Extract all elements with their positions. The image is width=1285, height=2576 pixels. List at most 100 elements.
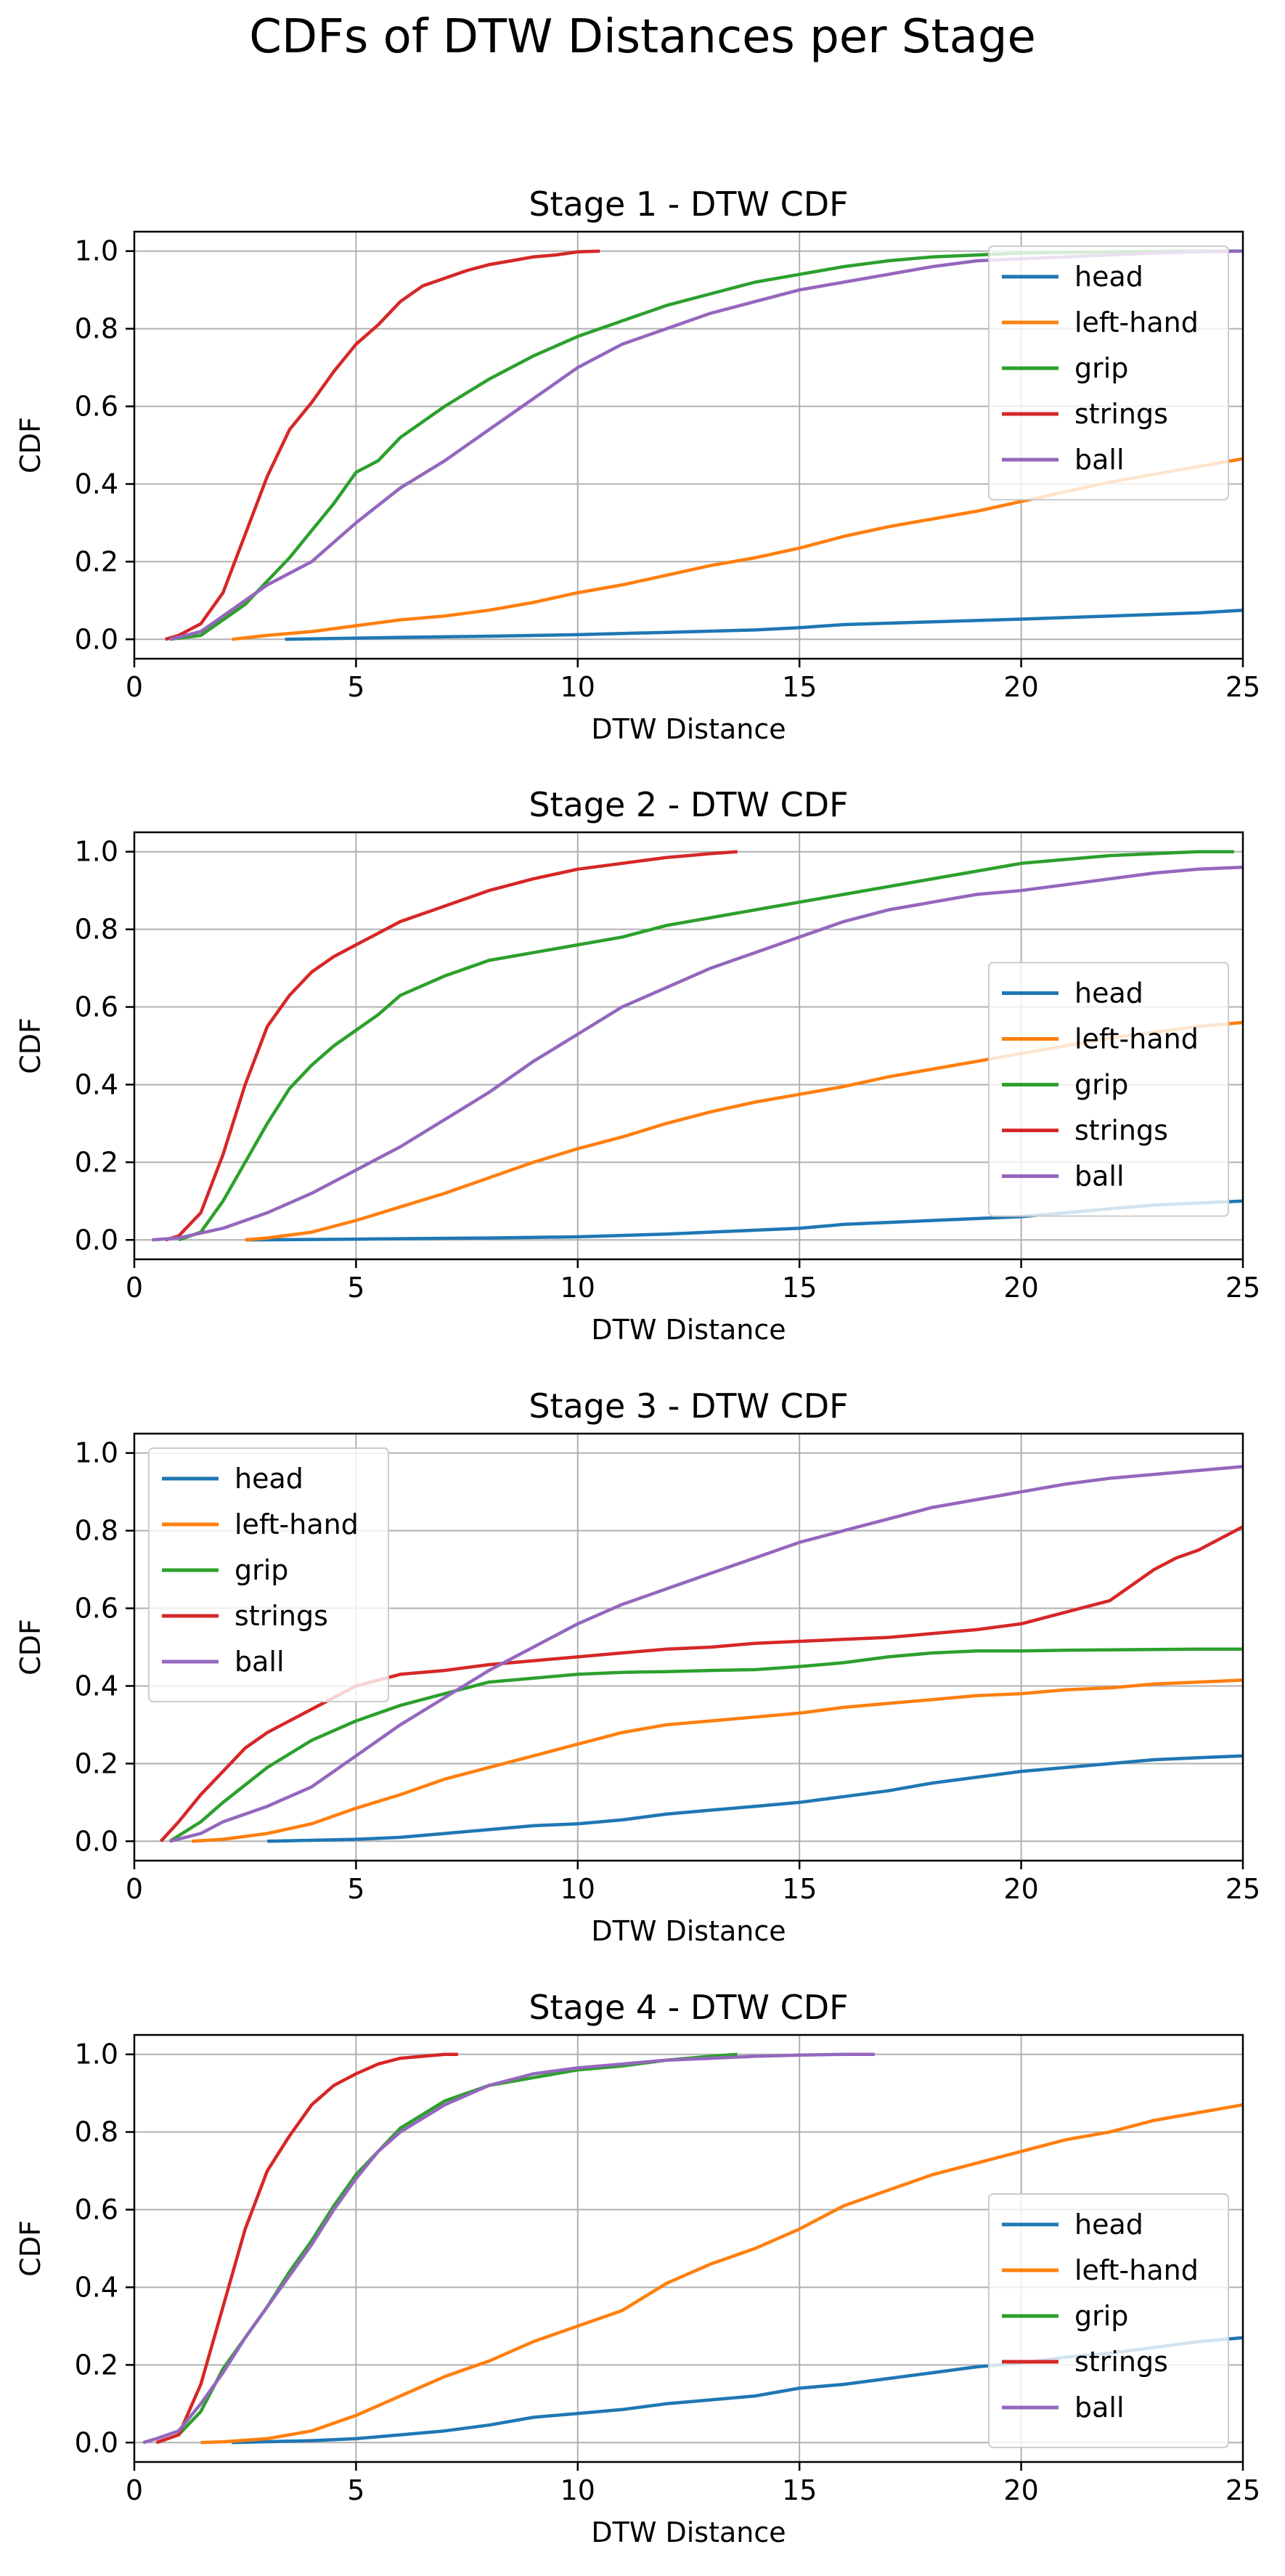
legend-label-ball: ball bbox=[1074, 444, 1125, 476]
series-line-strings bbox=[165, 850, 738, 1242]
y-tick-label: 0.4 bbox=[75, 468, 118, 500]
legend-label-head: head bbox=[1074, 261, 1143, 293]
y-tick-label: 0.8 bbox=[75, 313, 118, 345]
legend-label-strings: strings bbox=[234, 1600, 328, 1632]
y-tick-label: 0.0 bbox=[75, 2426, 118, 2458]
chart-title: Stage 3 - DTW CDF bbox=[529, 1386, 848, 1426]
legend-label-left-hand: left-hand bbox=[234, 1508, 359, 1540]
x-tick-label: 20 bbox=[1003, 1272, 1038, 1304]
plot-frame bbox=[133, 2033, 1244, 2463]
x-tick-label: 15 bbox=[782, 1272, 817, 1304]
legend-label-left-hand: left-hand bbox=[1074, 1023, 1199, 1055]
chart-panel-1: Stage 1 - DTW CDF 0 5 10 15 20 25 0.0 0.2 0.4 0.6 0… bbox=[15, 184, 1260, 745]
series-line-head bbox=[267, 1754, 1244, 1843]
chart-panel-2: Stage 2 - DTW CDF 0 5 10 15 20 25 0.0 0.2 0.4 0.6 0… bbox=[15, 785, 1260, 1346]
y-tick-label: 0.6 bbox=[75, 391, 118, 423]
y-tick-label: 1.0 bbox=[75, 235, 118, 267]
legend: head left-hand grip strings ball bbox=[988, 245, 1229, 500]
x-tick-label: 20 bbox=[1003, 2474, 1038, 2506]
legend-label-strings: strings bbox=[1074, 1115, 1168, 1147]
series-line-grip bbox=[169, 249, 1243, 641]
legend-label-head: head bbox=[1074, 2209, 1143, 2240]
x-tick-label: 0 bbox=[126, 1873, 143, 1905]
y-tick-label: 0.6 bbox=[75, 1593, 118, 1625]
legend: head left-hand grip strings ball bbox=[988, 962, 1229, 1217]
grid bbox=[134, 1434, 1244, 1861]
x-tick-label: 15 bbox=[782, 1873, 817, 1905]
x-axis-label: DTW Distance bbox=[591, 1314, 786, 1346]
chart-panel-3: Stage 3 - DTW CDF 0 5 10 15 20 25 0.0 0.2 0.4 0.6 0… bbox=[15, 1386, 1260, 1947]
x-tick-label: 10 bbox=[560, 671, 595, 703]
y-tick-label: 1.0 bbox=[75, 1437, 118, 1469]
legend-frame bbox=[148, 1447, 389, 1702]
x-tick-label: 0 bbox=[126, 2474, 143, 2506]
y-tick-label: 0.0 bbox=[75, 1825, 118, 1857]
y-axis-label: CDF bbox=[15, 417, 46, 474]
x-tick-label: 5 bbox=[347, 2474, 364, 2506]
legend-label-strings: strings bbox=[1074, 2346, 1168, 2378]
x-axis-label: DTW Distance bbox=[591, 1915, 786, 1947]
y-tick-label: 0.8 bbox=[75, 1515, 118, 1547]
series-line-grip bbox=[178, 850, 1234, 1242]
y-tick-label: 0.0 bbox=[75, 1224, 118, 1256]
series-line-strings bbox=[155, 2052, 458, 2445]
y-tick-label: 0.8 bbox=[75, 914, 118, 946]
legend-label-head: head bbox=[234, 1463, 303, 1495]
legend-label-grip: grip bbox=[1074, 2300, 1128, 2332]
series-line-ball bbox=[152, 865, 1244, 1242]
legend-frame bbox=[988, 2193, 1229, 2448]
x-tick-label: 10 bbox=[560, 2474, 595, 2506]
chart-panel-4: Stage 4 - DTW CDF 0 5 10 15 20 25 0.0 0.2 0.4 0.6 0… bbox=[15, 1988, 1260, 2548]
series-line-left-hand bbox=[192, 1678, 1244, 1843]
x-tick-label: 20 bbox=[1003, 671, 1038, 703]
y-tick-label: 0.0 bbox=[75, 623, 118, 655]
series-line-grip bbox=[168, 1647, 1243, 1843]
x-tick-label: 25 bbox=[1225, 671, 1260, 703]
plot-frame bbox=[133, 831, 1244, 1261]
y-tick-label: 0.6 bbox=[75, 2194, 118, 2226]
series-line-ball bbox=[169, 1465, 1244, 1843]
y-axis-label: CDF bbox=[15, 1619, 46, 1675]
series-line-head bbox=[285, 608, 1244, 641]
legend-label-left-hand: left-hand bbox=[1074, 2254, 1199, 2286]
x-tick-label: 5 bbox=[347, 671, 364, 703]
x-tick-label: 25 bbox=[1225, 1272, 1260, 1304]
plot-frame bbox=[133, 1432, 1244, 1862]
y-tick-label: 0.4 bbox=[75, 1670, 118, 1702]
legend-label-grip: grip bbox=[1074, 1069, 1128, 1101]
y-tick-label: 0.8 bbox=[75, 2116, 118, 2148]
legend-label-left-hand: left-hand bbox=[1074, 306, 1199, 338]
series-line-strings bbox=[165, 249, 600, 641]
y-tick-label: 0.4 bbox=[75, 2271, 118, 2303]
series-line-ball bbox=[142, 2052, 875, 2445]
x-tick-label: 15 bbox=[782, 2474, 817, 2506]
chart-title: Stage 2 - DTW CDF bbox=[529, 785, 848, 824]
legend-label-ball: ball bbox=[1074, 2392, 1125, 2423]
legend-label-ball: ball bbox=[234, 1646, 285, 1678]
legend-label-grip: grip bbox=[1074, 352, 1128, 384]
legend-label-ball: ball bbox=[1074, 1161, 1125, 1192]
x-axis-label: DTW Distance bbox=[591, 2516, 786, 2548]
x-tick-label: 25 bbox=[1225, 1873, 1260, 1905]
y-tick-label: 0.2 bbox=[75, 1747, 118, 1779]
y-tick-label: 1.0 bbox=[75, 836, 118, 868]
plot-frame bbox=[133, 230, 1244, 660]
chart-title: Stage 1 - DTW CDF bbox=[529, 184, 848, 224]
series-line-strings bbox=[159, 1525, 1244, 1842]
y-tick-label: 0.6 bbox=[75, 991, 118, 1023]
legend-label-grip: grip bbox=[234, 1554, 288, 1586]
x-tick-label: 10 bbox=[560, 1873, 595, 1905]
legend: head left-hand grip strings ball bbox=[148, 1447, 389, 1702]
y-tick-label: 0.2 bbox=[75, 545, 118, 577]
legend-frame bbox=[988, 962, 1229, 1217]
y-tick-label: 0.2 bbox=[75, 1146, 118, 1178]
x-tick-label: 10 bbox=[560, 1272, 595, 1304]
chart-title: Stage 4 - DTW CDF bbox=[529, 1988, 848, 2027]
x-tick-label: 20 bbox=[1003, 1873, 1038, 1905]
x-tick-label: 25 bbox=[1225, 2474, 1260, 2506]
x-tick-label: 5 bbox=[347, 1272, 364, 1304]
y-axis-label: CDF bbox=[15, 2220, 46, 2277]
legend-label-head: head bbox=[1074, 978, 1143, 1009]
